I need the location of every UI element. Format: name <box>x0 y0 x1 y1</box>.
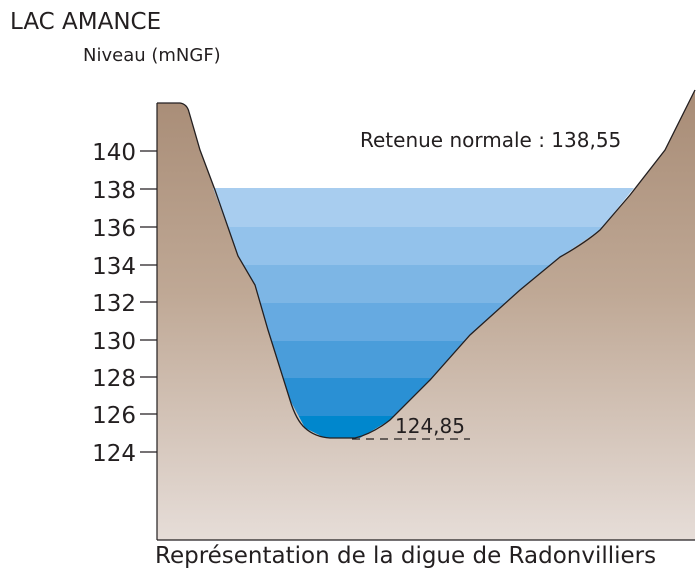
y-tick-label: 140 <box>92 140 136 166</box>
diagram-title: LAC AMANCE <box>10 9 162 35</box>
y-tick-label: 134 <box>92 254 136 280</box>
y-tick-label: 126 <box>92 403 136 429</box>
terrain <box>157 90 695 540</box>
bottom-level-label: 124,85 <box>395 414 465 438</box>
y-tick-label: 128 <box>92 366 136 392</box>
y-ticks <box>140 150 157 453</box>
normal-level-label: Retenue normale : 138,55 <box>360 128 621 152</box>
y-tick-label: 124 <box>92 441 136 467</box>
y-tick-label: 138 <box>92 178 136 204</box>
y-axis-label: Niveau (mNGF) <box>83 45 221 66</box>
terrain-outline <box>157 89 696 439</box>
y-tick-label: 136 <box>92 216 136 242</box>
diagram-caption: Représentation de la digue de Radonvilli… <box>155 543 657 569</box>
water-band <box>213 188 634 227</box>
y-tick-label: 132 <box>92 291 136 317</box>
y-tick-label: 130 <box>92 329 136 355</box>
